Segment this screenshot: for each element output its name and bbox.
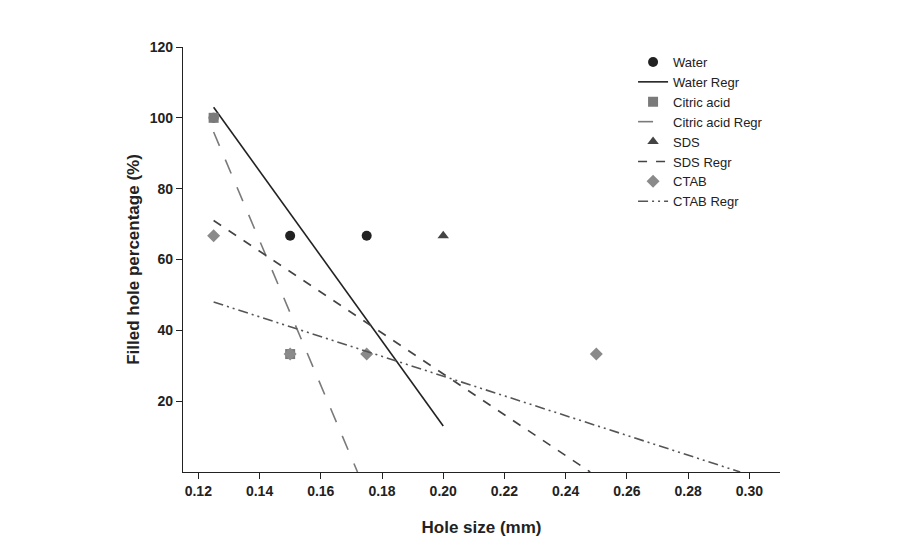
svg-text:0.12: 0.12: [185, 483, 212, 499]
svg-text:0.26: 0.26: [613, 483, 640, 499]
svg-text:0.20: 0.20: [430, 483, 457, 499]
svg-text:SDS Regr: SDS Regr: [673, 155, 732, 170]
svg-text:60: 60: [158, 251, 174, 267]
svg-text:Hole size (mm): Hole size (mm): [422, 518, 542, 537]
svg-text:CTAB Regr: CTAB Regr: [673, 194, 739, 209]
svg-text:Filled hole percentage (%): Filled hole percentage (%): [124, 154, 143, 365]
svg-text:Citric acid Regr: Citric acid Regr: [673, 115, 763, 130]
svg-text:100: 100: [150, 110, 174, 126]
svg-text:0.28: 0.28: [675, 483, 702, 499]
svg-text:0.30: 0.30: [736, 483, 763, 499]
svg-text:40: 40: [158, 322, 174, 338]
svg-text:CTAB: CTAB: [673, 174, 707, 189]
svg-text:0.16: 0.16: [307, 483, 334, 499]
svg-text:Water Regr: Water Regr: [673, 75, 740, 90]
svg-text:0.18: 0.18: [368, 483, 395, 499]
svg-text:0.22: 0.22: [491, 483, 518, 499]
svg-text:0.14: 0.14: [246, 483, 273, 499]
svg-text:120: 120: [150, 39, 174, 55]
svg-text:SDS: SDS: [673, 135, 700, 150]
svg-text:20: 20: [158, 393, 174, 409]
svg-text:80: 80: [158, 181, 174, 197]
svg-text:Citric acid: Citric acid: [673, 95, 730, 110]
svg-text:0.24: 0.24: [552, 483, 579, 499]
svg-text:Water: Water: [673, 55, 708, 70]
